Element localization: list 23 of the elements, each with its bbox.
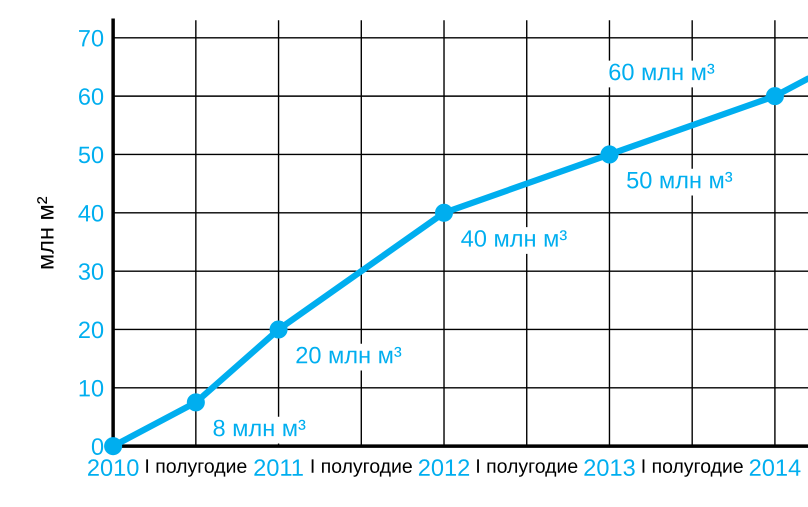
y-tick-label: 40 [78,204,104,222]
annotation: 40 млн м³ [461,230,567,247]
x-tick-label: I полугодие [642,459,743,477]
y-tick-label: 0 [92,438,104,455]
annotation: 20 млн м³ [296,346,402,364]
x-tick-label: I полугодие [312,459,412,477]
x-tick-label: I полугодие [477,459,578,477]
y-axis-title: млн м² [37,196,54,268]
x-tick-label: 2013 [584,459,635,476]
annotation: 60 млн м³ [609,64,714,80]
y-tick-label: 20 [79,322,104,338]
y-tick-label: 50 [78,146,104,164]
y-tick-label: 10 [80,380,104,397]
x-tick-label: 2011 [254,459,303,476]
x-tick-label: 2012 [418,459,470,476]
x-tick-label: I полугодие [146,459,246,477]
annotation: 8 млн м³ [214,420,306,436]
y-tick-label: 60 [79,88,104,105]
y-tick-label: 30 [78,263,104,280]
x-tick-label: 2010 [88,459,138,476]
x-tick-label: 2014 [750,459,800,476]
annotation: 50 млн м³ [627,172,732,188]
y-tick-label: 70 [79,30,104,47]
